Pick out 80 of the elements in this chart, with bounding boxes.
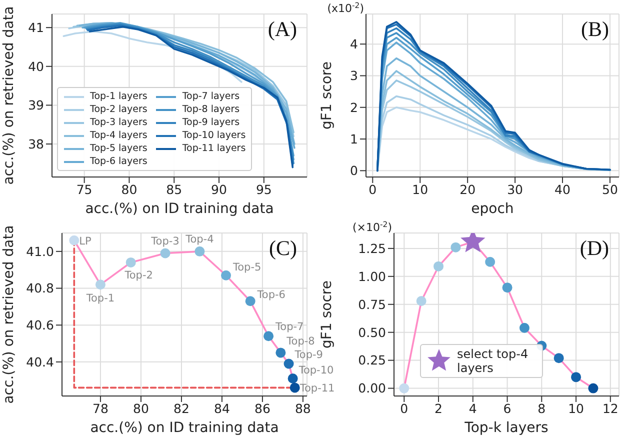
legend-label: Top-10 layers xyxy=(182,129,246,142)
x-tick-label: 85 xyxy=(166,182,182,197)
annotation: Top-1 xyxy=(85,292,115,305)
chart-title: (D) xyxy=(580,236,609,260)
y-axis-title: gF1 score xyxy=(319,62,335,130)
legend-label: Top-2 layers xyxy=(90,103,148,116)
annotation: Top-5 xyxy=(232,261,262,274)
annotation: Top-3 xyxy=(150,235,180,248)
annotation: Top-8 xyxy=(286,336,315,348)
y-axis-title: gF1 socre xyxy=(319,280,335,348)
y-tick-label: 40.4 xyxy=(26,354,54,370)
annotation: Top-4 xyxy=(184,233,214,246)
x-axis-title: Top-k layers xyxy=(464,420,548,436)
x-tick-label: 86 xyxy=(254,400,270,416)
legend-label: Top-1 layers xyxy=(90,90,148,103)
x-tick-label: 10 xyxy=(568,400,584,416)
x-tick-label: 8 xyxy=(538,400,546,416)
text: (x10$^{-2}$) xyxy=(327,0,364,15)
x-tick-label: 80 xyxy=(133,400,149,416)
x-tick-label: 12 xyxy=(602,400,618,416)
x-tick-label: 20 xyxy=(460,182,476,197)
y-tick-label: 2 xyxy=(350,100,358,115)
x-tick-label: 78 xyxy=(92,400,108,416)
y-tick-label: 40.6 xyxy=(26,318,54,333)
y-tick-label: 1.25 xyxy=(358,240,386,256)
chart-title: (A) xyxy=(268,17,297,41)
annotation: Top-9 xyxy=(294,348,323,361)
x-tick-label: 4 xyxy=(468,400,477,416)
x-tick-label: 82 xyxy=(174,400,190,416)
x-axis-title: acc.(%) on ID training data xyxy=(90,420,279,436)
annotation: LP xyxy=(79,235,92,248)
y-tick-label: 0.00 xyxy=(358,380,386,396)
y-tick-label: 0.75 xyxy=(358,296,386,312)
x-tick-label: 84 xyxy=(214,400,230,416)
legend-label: Top-7 layers xyxy=(182,90,240,103)
y-tick-label: 40 xyxy=(28,58,44,74)
chart-title: (B) xyxy=(581,17,609,41)
x-tick-label: 95 xyxy=(256,182,272,197)
y-tick-label: 41 xyxy=(28,20,44,36)
x-tick-label: 30 xyxy=(507,182,524,197)
x-tick-label: 40 xyxy=(554,182,571,197)
x-tick-label: 80 xyxy=(121,182,138,197)
y-tick-label: 38 xyxy=(28,136,44,152)
legend-label: Top-5 layers xyxy=(90,142,148,155)
x-tick-label: 88 xyxy=(294,400,311,416)
x-tick-label: 2 xyxy=(434,400,442,416)
annotation: Top-10 xyxy=(298,364,334,377)
y-tick-label: 4 xyxy=(350,36,358,52)
y-tick-label: 1 xyxy=(350,131,358,146)
annotation: Top-6 xyxy=(256,289,286,302)
x-tick-label: 50 xyxy=(602,182,618,197)
y-axis-title: acc.(%) on retrieved data xyxy=(1,6,17,185)
x-tick-label: 90 xyxy=(211,182,228,197)
legend-label: select top-4 layers xyxy=(457,347,530,375)
y-tick-label: 1.00 xyxy=(358,268,386,284)
y-tick-label: 40.8 xyxy=(26,280,54,296)
y-tick-label: 41.0 xyxy=(26,244,54,259)
annotation: Top-2 xyxy=(124,269,153,282)
legend-label: Top-6 layers xyxy=(90,155,148,168)
legend-label: Top-4 layers xyxy=(90,129,148,142)
chart-title: (C) xyxy=(269,236,297,260)
x-tick-label: 10 xyxy=(412,182,428,197)
legend-label: Top-3 layers xyxy=(90,116,148,129)
legend-label: Top-11 layers xyxy=(182,142,246,155)
legend-label: Top-9 layers xyxy=(182,116,240,129)
legend-label: Top-8 layers xyxy=(182,103,240,116)
annotation: Top-7 xyxy=(274,321,304,334)
y-tick-label: 39 xyxy=(28,98,44,113)
y-tick-label: 0.50 xyxy=(358,324,386,340)
text: (×10$^{-2}$) xyxy=(352,220,392,234)
y-tick-label: 0 xyxy=(350,163,358,178)
y-axis-title: acc.(%) on retrieved data xyxy=(1,225,17,404)
x-axis-title: acc.(%) on ID training data xyxy=(85,201,274,217)
x-tick-label: 75 xyxy=(76,182,92,197)
y-tick-label: 0.25 xyxy=(358,352,386,368)
x-tick-label: 0 xyxy=(400,400,408,416)
y-tick-label: 3 xyxy=(350,68,358,84)
annotation: Top-11 xyxy=(298,382,335,395)
x-tick-label: 6 xyxy=(503,400,512,416)
x-axis-title: epoch xyxy=(471,201,514,217)
